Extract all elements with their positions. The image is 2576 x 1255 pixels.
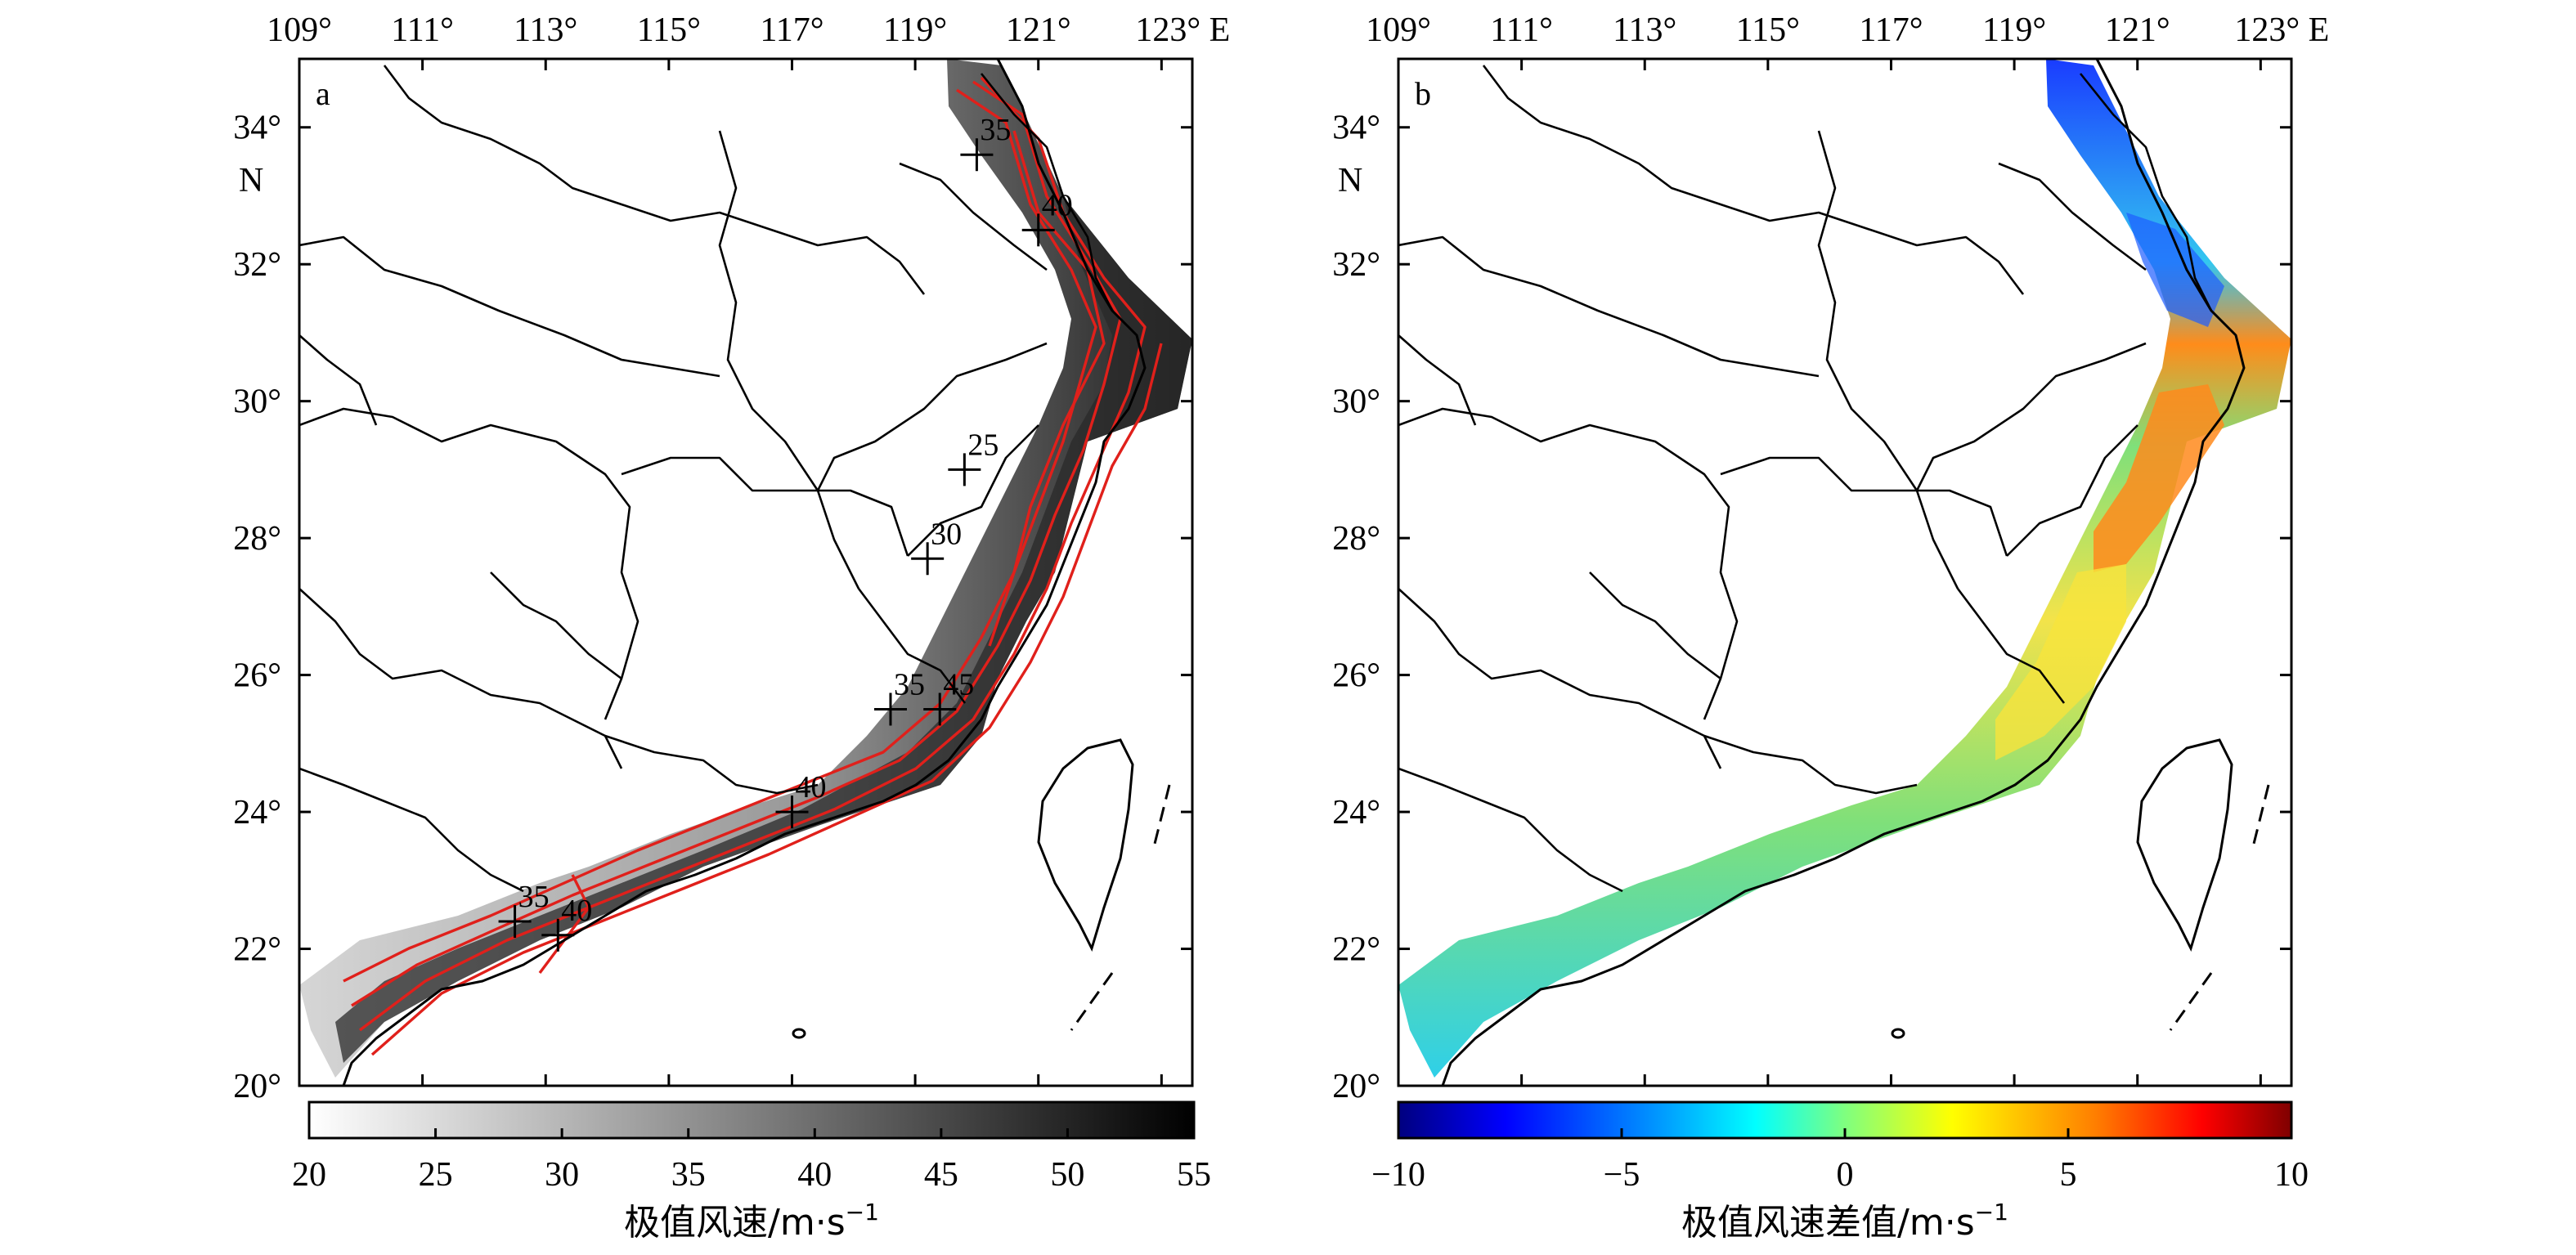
lon-tick-label: 117° <box>1859 11 1923 49</box>
colorbar-tick-label: 35 <box>671 1156 706 1194</box>
islet-b <box>1891 1028 1905 1039</box>
province-boundaries-b <box>1398 65 2213 893</box>
lat-tick-label: 30° <box>233 383 281 421</box>
colorbar-b-caption: 极值风速差值/m·s−1 <box>1681 1199 2008 1244</box>
panel-b-axis-ticks: 109° 111° 113° 115° 117° 119° 121° 123° E 34° 32°… <box>1332 11 2329 1105</box>
wind-diff-warm-patch <box>2094 384 2224 572</box>
panel-b: 109° 111° 113° 115° 117° 119° 121° 123° E 34° 32°… <box>1332 11 2329 1244</box>
lon-tick-label: 113° <box>1613 11 1676 49</box>
colorbar-tick-label: 55 <box>1177 1156 1211 1194</box>
lat-tick-label: 28° <box>233 520 281 558</box>
station-label: 40 <box>561 894 592 928</box>
lon-tick-label: 111° <box>391 11 454 49</box>
panel-a-axis-ticks: 109° 111° 113° 115° 117° 119° 121° 123° E 34° 32°… <box>233 11 1230 1105</box>
dash-line-a1 <box>1151 784 1171 851</box>
station-label: 40 <box>1042 188 1073 222</box>
station-label: 35 <box>980 113 1011 147</box>
panel-b-frame <box>1397 57 2293 1087</box>
colorbar-tick-label: 25 <box>419 1156 453 1194</box>
colorbar-b: −10 −5 0 5 10 极值风速差值/m·s−1 <box>1371 1100 2309 1244</box>
lon-tick-label: 115° <box>1736 11 1800 49</box>
lon-tick-label: 121° <box>1006 11 1071 49</box>
contour-lines <box>343 76 1163 1056</box>
station-label: 25 <box>967 428 999 462</box>
wind-diff-yellow-patch <box>1995 564 2126 760</box>
lon-tick-label: 109° <box>267 11 332 49</box>
station-label: 30 <box>931 517 962 551</box>
stations-a: 35 40 25 30 35 45 40 35 40 <box>498 113 1073 952</box>
lon-tick-label: 115° <box>637 11 701 49</box>
lon-tick-label: 123° E <box>2234 11 2329 49</box>
panel-b-label: b <box>1415 75 1431 112</box>
colorbar-a-ticks: 20 25 30 35 40 45 50 55 <box>292 1128 1211 1194</box>
lon-tick-label: 113° <box>514 11 577 49</box>
colorbar-tick-label: 5 <box>2060 1156 2077 1194</box>
lon-tick-label: 109° <box>1366 11 1431 49</box>
panel-a-lat-unit: N <box>239 162 263 199</box>
dash-line-b2 <box>2169 972 2213 1031</box>
lat-tick-label: 26° <box>1332 657 1380 695</box>
lat-tick-label: 24° <box>1332 794 1380 831</box>
lon-tick-label: 111° <box>1490 11 1553 49</box>
lat-tick-label: 34° <box>233 110 281 147</box>
dash-line-b1 <box>2251 784 2270 851</box>
colorbar-tick-label: 50 <box>1050 1156 1084 1194</box>
lon-tick-label: 117° <box>760 11 824 49</box>
colorbar-tick-label: −5 <box>1604 1156 1640 1194</box>
lat-tick-label: 24° <box>233 794 281 831</box>
lat-tick-label: 30° <box>1332 383 1380 421</box>
lat-tick-label: 32° <box>233 246 281 284</box>
station-label: 35 <box>518 880 550 914</box>
lat-tick-label: 22° <box>233 931 281 969</box>
colorbar-tick-label: 30 <box>545 1156 579 1194</box>
colorbar-tick-label: −10 <box>1371 1156 1425 1194</box>
islet-a <box>792 1028 806 1039</box>
lat-tick-label: 20° <box>233 1068 281 1105</box>
coastline-b <box>1441 59 2246 1086</box>
lat-tick-label: 22° <box>1332 931 1380 969</box>
province-boundaries-a <box>299 65 1114 893</box>
lon-tick-label: 123° E <box>1135 11 1230 49</box>
wind-diff-field-band-b <box>1398 59 2291 1078</box>
panel-b-lat-unit: N <box>1338 162 1362 199</box>
lon-tick-label: 119° <box>883 11 947 49</box>
colorbar-tick-label: 40 <box>797 1156 832 1194</box>
station-label: 40 <box>795 770 826 805</box>
lon-tick-label: 119° <box>1982 11 2046 49</box>
lat-tick-label: 34° <box>1332 110 1380 147</box>
colorbar-tick-label: 45 <box>924 1156 958 1194</box>
taiwan-island-b <box>2136 738 2233 952</box>
lat-tick-label: 26° <box>233 657 281 695</box>
taiwan-island-a <box>1037 738 1134 952</box>
panel-b-map <box>1398 59 2291 1086</box>
colorbar-b-ticks: −10 −5 0 5 10 <box>1371 1128 2309 1194</box>
colorbar-a-gradient <box>307 1100 1196 1140</box>
station-label: 35 <box>894 667 925 701</box>
dash-line-a2 <box>1070 972 1114 1031</box>
wind-diff-blue-patch <box>2126 213 2224 327</box>
colorbar-tick-label: 0 <box>1837 1156 1854 1194</box>
lat-tick-label: 20° <box>1332 1068 1380 1105</box>
panel-a-map: 35 40 25 30 35 45 40 35 40 <box>299 59 1192 1086</box>
lat-tick-label: 32° <box>1332 246 1380 284</box>
colorbar-tick-label: 10 <box>2274 1156 2309 1194</box>
station-label: 45 <box>943 667 974 701</box>
panel-a-frame <box>298 57 1194 1087</box>
colorbar-a-caption: 极值风速/m·s−1 <box>624 1199 879 1244</box>
lon-tick-label: 121° <box>2105 11 2170 49</box>
lat-tick-label: 28° <box>1332 520 1380 558</box>
colorbar-tick-label: 20 <box>292 1156 326 1194</box>
coastline-a <box>342 59 1147 1086</box>
colorbar-a: 20 25 30 35 40 45 50 55 极值风速/m·s−1 <box>292 1100 1211 1244</box>
panel-a-label: a <box>316 75 330 112</box>
